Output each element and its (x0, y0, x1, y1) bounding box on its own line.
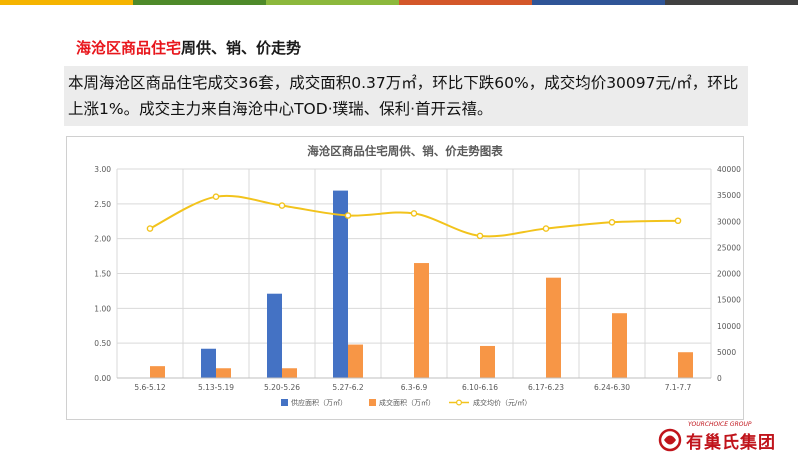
topbar-segment (266, 0, 399, 5)
x-tick-label: 5.6-5.12 (134, 383, 166, 392)
price-point (608, 218, 616, 226)
price-point (146, 225, 154, 232)
y-right-tick-label: 0 (717, 374, 722, 383)
price-point (674, 217, 682, 225)
y-left-tick-label: 2.00 (94, 235, 111, 244)
y-right-tick-label: 10000 (717, 322, 741, 331)
bar-deal (678, 352, 693, 378)
brand-logo-icon (658, 428, 682, 452)
bar-deal (348, 344, 363, 378)
y-right-tick-label: 40000 (717, 165, 741, 174)
bar-deal (216, 368, 231, 378)
legend-swatch (369, 399, 376, 406)
page-title-rest: 周供、销、价走势 (181, 39, 302, 57)
topbar-segment (532, 0, 665, 5)
bar-deal (480, 345, 495, 378)
x-tick-label: 6.24-6.30 (594, 383, 630, 392)
price-point (476, 232, 484, 240)
bar-supply (267, 293, 282, 378)
topbar-segment (0, 0, 133, 5)
bar-deal (150, 366, 165, 378)
price-point (542, 225, 550, 232)
topbar-segment (399, 0, 532, 5)
x-tick-label: 6.10-6.16 (462, 383, 498, 392)
price-point (278, 202, 286, 209)
page-title-highlight: 海沧区商品住宅 (76, 39, 182, 57)
combo-chart: 海沧区商品住宅周供、销、价走势图表 0.00 0.50 1.00 1.50 2.00 2.… (94, 144, 741, 407)
y-right-tick-label: 35000 (717, 191, 741, 200)
bar-deal (546, 277, 561, 378)
y-right-tick-label: 20000 (717, 270, 741, 279)
price-point (212, 193, 220, 200)
x-tick-label: 5.27-6.2 (332, 383, 364, 392)
topbar-segment (665, 0, 798, 5)
y-left-tick-label: 1.50 (94, 270, 111, 279)
y-right-tick-label: 30000 (717, 217, 741, 226)
brand-tagline: YOURCHOICE GROUP (688, 421, 752, 428)
page-title: 海沧区商品住宅周供、销、价走势 (76, 37, 301, 58)
summary-text: 本周海沧区商品住宅成交36套，成交面积0.37万㎡，环比下跌60%，成交均价30… (64, 66, 748, 126)
y-right-tick-label: 25000 (717, 243, 741, 252)
chart-title: 海沧区商品住宅周供、销、价走势图表 (307, 144, 503, 158)
legend-label: 成交均价（元/㎡） (473, 398, 531, 407)
x-tick-label: 5.13-5.19 (198, 383, 234, 392)
price-point (410, 210, 418, 217)
bar-deal (612, 313, 627, 378)
price-point (344, 212, 352, 219)
legend-swatch (281, 399, 288, 406)
topbar-segment (133, 0, 266, 5)
y-right-tick-label: 15000 (717, 296, 741, 305)
bar-deal (282, 368, 297, 378)
legend-label: 成交面积（万㎡） (379, 398, 435, 407)
legend-label: 供应面积（万㎡） (291, 398, 347, 407)
y-left-tick-label: 1.00 (94, 304, 111, 313)
x-tick-label: 5.20-5.26 (264, 383, 300, 392)
y-left-tick-label: 0.50 (94, 339, 111, 348)
chart-container: 海沧区商品住宅周供、销、价走势图表 0.00 0.50 1.00 1.50 2.00 2.… (66, 136, 744, 420)
y-left-tick-label: 2.50 (94, 200, 111, 209)
y-right-tick-label: 5000 (717, 348, 736, 357)
x-tick-label: 6.3-6.9 (401, 383, 428, 392)
brand-name: 有巢氏集团 (686, 433, 776, 453)
y-left-tick-label: 0.00 (94, 374, 111, 383)
bar-supply (333, 190, 348, 378)
x-tick-label: 6.17-6.23 (528, 383, 564, 392)
bar-deal (414, 263, 429, 378)
top-color-bar (0, 0, 798, 5)
y-left-tick-label: 3.00 (94, 165, 111, 174)
x-tick-label: 7.1-7.7 (665, 383, 692, 392)
legend-marker (456, 399, 463, 406)
bar-supply (201, 348, 216, 378)
